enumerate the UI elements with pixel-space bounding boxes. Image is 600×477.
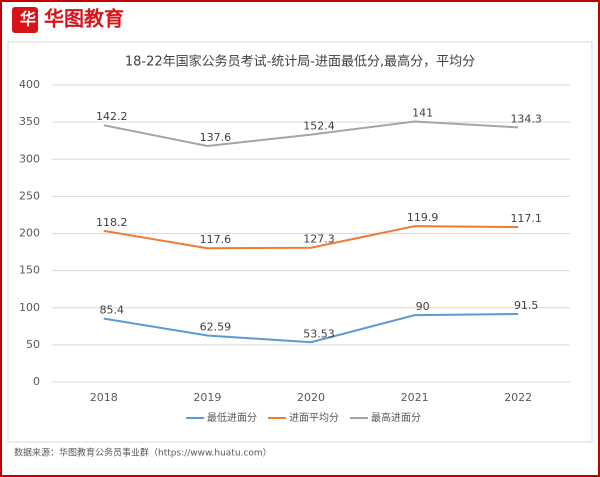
series-line [103, 120, 519, 148]
chart-title: 18-22年国家公务员考试-统计局-进面最低分,最高分，平均分 [125, 54, 475, 70]
x-tick-label: 2018 [90, 391, 118, 404]
logo-mark: 华 [20, 10, 36, 29]
x-tick-label: 2021 [401, 391, 429, 404]
y-tick-label: 100 [19, 301, 40, 314]
y-tick-label: 200 [19, 227, 40, 240]
x-tick-label: 2022 [504, 391, 532, 404]
data-label: 137.6 [200, 131, 232, 144]
data-label: 118.2 [96, 216, 128, 229]
y-tick-label: 0 [33, 375, 40, 388]
legend-label: 最低进面分 [207, 411, 257, 424]
y-tick-label: 400 [19, 78, 40, 91]
series-line [103, 225, 519, 250]
data-label: 142.2 [96, 110, 128, 123]
x-tick-label: 2019 [193, 391, 221, 404]
data-label: 90 [416, 300, 430, 313]
data-label: 117.1 [510, 212, 542, 225]
data-label: 91.5 [514, 299, 539, 312]
y-tick-label: 150 [19, 264, 40, 277]
y-tick-label: 300 [19, 152, 40, 165]
y-tick-label: 350 [19, 115, 40, 128]
y-tick-label: 250 [19, 189, 40, 202]
logo-text: 华图教育 [44, 7, 124, 31]
data-label: 127.3 [303, 233, 335, 246]
data-label: 117.6 [200, 233, 232, 246]
data-label: 62.59 [200, 321, 232, 334]
source-note: 数据来源：华图教育公务员事业群（https://www.huatu.com） [14, 447, 272, 459]
y-tick-label: 50 [26, 338, 40, 351]
x-tick-label: 2020 [297, 391, 325, 404]
data-label: 53.53 [303, 327, 335, 340]
chart-frame [7, 41, 593, 443]
data-label: 134.3 [510, 112, 542, 125]
data-label: 141 [412, 106, 433, 119]
legend-label: 最高进面分 [371, 411, 421, 424]
legend-label: 进面平均分 [289, 412, 339, 424]
data-label: 119.9 [407, 211, 439, 224]
logo-icon [12, 7, 38, 33]
data-label: 152.4 [303, 120, 335, 133]
data-label: 85.4 [100, 304, 125, 317]
series-line [103, 313, 519, 344]
